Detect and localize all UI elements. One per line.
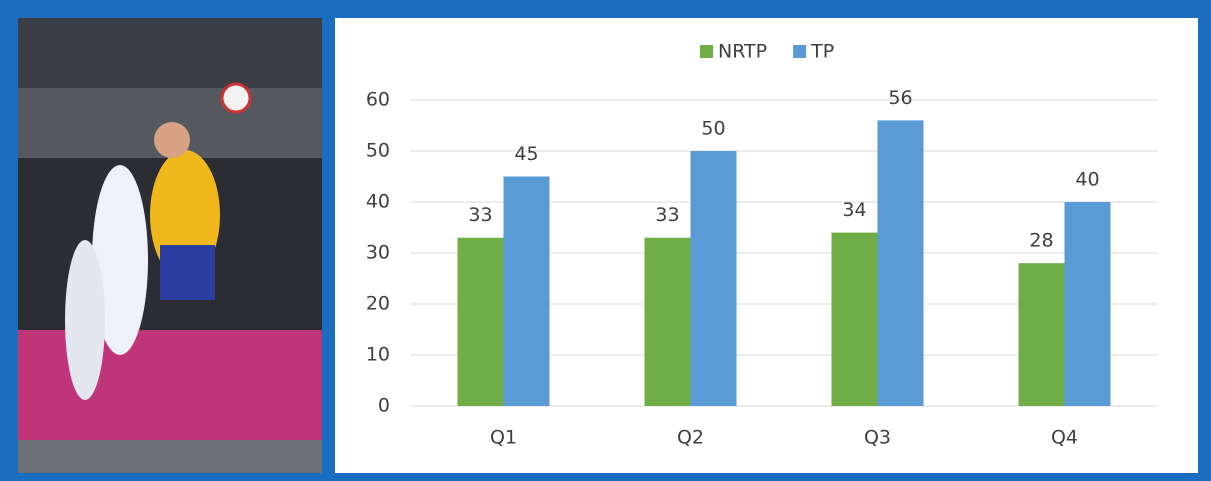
legend-label: TP (810, 41, 834, 63)
photo-floor (18, 440, 322, 473)
photo-ball (220, 82, 252, 114)
y-tick-label: 20 (366, 293, 390, 315)
photo (18, 18, 322, 473)
legend-label: NRTP (718, 41, 767, 63)
y-tick-label: 30 (366, 242, 390, 264)
x-tick-label: Q4 (1051, 427, 1078, 449)
x-tick-label: Q2 (677, 427, 704, 449)
data-label: 33 (468, 204, 492, 226)
data-label: 50 (701, 118, 725, 140)
y-tick-label: 50 (366, 140, 390, 162)
data-label: 28 (1029, 230, 1053, 252)
x-tick-label: Q3 (864, 427, 891, 449)
photo-head (154, 122, 190, 158)
photo-player-white (92, 165, 148, 355)
data-label: 34 (842, 199, 866, 221)
legend-swatch (793, 45, 807, 58)
bar (1064, 202, 1111, 406)
bar (690, 151, 737, 406)
bar (503, 176, 550, 406)
bar (644, 237, 691, 406)
bar (877, 120, 924, 407)
x-tick-label: Q1 (490, 427, 517, 449)
bar (1018, 263, 1065, 406)
y-tick-label: 10 (366, 344, 390, 366)
photo-player-white (65, 240, 105, 400)
photo-banner (18, 330, 322, 440)
bar (831, 232, 878, 406)
y-tick-label: 60 (366, 89, 390, 111)
y-tick-label: 40 (366, 191, 390, 213)
legend-swatch (700, 45, 713, 58)
photo-stands (18, 18, 322, 88)
y-tick-label: 0 (378, 395, 390, 417)
photo-shorts (160, 245, 215, 300)
data-label: 56 (888, 87, 912, 109)
data-label: 40 (1075, 169, 1099, 191)
data-label: 45 (514, 143, 538, 165)
data-label: 33 (655, 204, 679, 226)
bar (457, 237, 504, 406)
